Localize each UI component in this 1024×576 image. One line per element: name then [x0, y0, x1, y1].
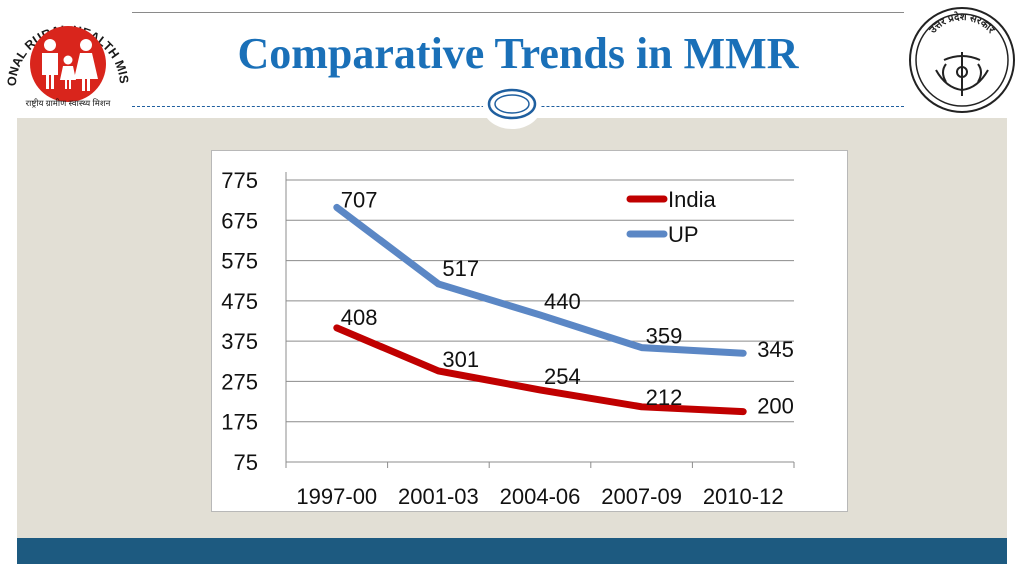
- y-tick-label: 775: [221, 168, 258, 193]
- page-title: Comparative Trends in MMR: [237, 29, 799, 78]
- y-tick-label: 675: [221, 208, 258, 233]
- data-label-india: 212: [646, 385, 683, 410]
- y-tick-label: 275: [221, 369, 258, 394]
- y-tick-label: 575: [221, 249, 258, 274]
- y-tick-label: 75: [234, 450, 258, 475]
- y-tick-label: 175: [221, 410, 258, 435]
- oval-ornament-icon: [483, 85, 541, 129]
- x-tick-label: 2010-12: [703, 484, 784, 509]
- nrhm-logo: NATIONAL RURAL HEALTH MISSION राष्ट्रीय …: [0, 0, 131, 108]
- x-tick-label: 2004-06: [500, 484, 581, 509]
- legend-label-up: UP: [668, 222, 699, 247]
- data-label-up: 359: [646, 324, 683, 349]
- header-top-rule: [132, 12, 904, 13]
- data-label-india: 200: [757, 394, 794, 419]
- legend-label-india: India: [668, 187, 716, 212]
- footer-bar: [17, 538, 1007, 564]
- x-tick-label: 2007-09: [601, 484, 682, 509]
- mmr-line-chart: 75 175 275 375 475 575 675 775 1997-00 2001-03 200…: [221, 168, 795, 509]
- data-label-up: 440: [544, 289, 581, 314]
- slide-header: NATIONAL RURAL HEALTH MISSION राष्ट्रीय …: [0, 0, 1024, 120]
- up-govt-logo: उत्तर प्रदेश सरकार: [909, 7, 1015, 113]
- data-label-up: 707: [341, 187, 378, 212]
- y-tick-label: 475: [221, 289, 258, 314]
- series-line-up: [333, 203, 747, 357]
- y-tick-label: 375: [221, 329, 258, 354]
- data-label-up: 517: [442, 256, 479, 281]
- data-label-india: 408: [341, 305, 378, 330]
- data-label-india: 254: [544, 364, 581, 389]
- up-emblem-icon: [935, 52, 989, 96]
- x-tick-label: 1997-00: [296, 484, 377, 509]
- chart-container: 75 175 275 375 475 575 675 775 1997-00 2001-03 200…: [211, 150, 848, 512]
- x-tick-label: 2001-03: [398, 484, 479, 509]
- data-label-india: 301: [442, 347, 479, 372]
- data-label-up: 345: [757, 337, 794, 362]
- series-line-india: [333, 324, 747, 416]
- nrhm-hindi-text: राष्ट्रीय ग्रामीण स्वास्थ्य मिशन: [26, 98, 111, 108]
- family-icon: [42, 39, 98, 91]
